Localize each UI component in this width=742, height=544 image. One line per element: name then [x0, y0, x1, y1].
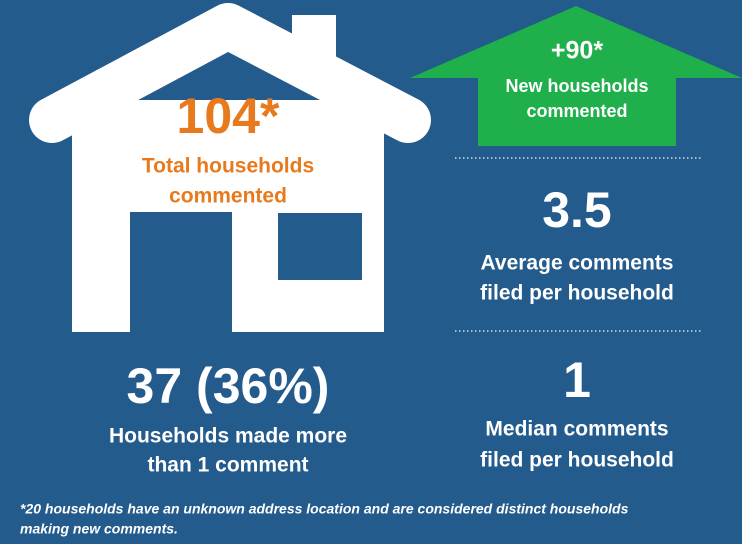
new-label: commented — [526, 101, 627, 121]
multiple-label: Households made more — [109, 425, 347, 448]
total-value: 104* — [177, 88, 280, 144]
average-label: Average comments — [481, 252, 674, 275]
median-label: filed per household — [480, 449, 674, 472]
average-value: 3.5 — [542, 182, 612, 238]
footnote: making new comments. — [20, 521, 178, 537]
new-value: +90* — [551, 37, 603, 65]
multiple-label: than 1 comment — [147, 454, 308, 477]
up-arrow — [410, 6, 742, 146]
new-label: New households — [505, 76, 648, 96]
multiple-value: 37 (36%) — [127, 358, 330, 414]
median-value: 1 — [563, 352, 591, 408]
total-label: Total households — [142, 155, 314, 178]
average-label: filed per household — [480, 282, 674, 305]
footnote: *20 households have an unknown address l… — [20, 501, 629, 517]
median-label: Median comments — [485, 418, 668, 441]
total-label: commented — [169, 185, 287, 208]
house-icon — [29, 3, 431, 334]
